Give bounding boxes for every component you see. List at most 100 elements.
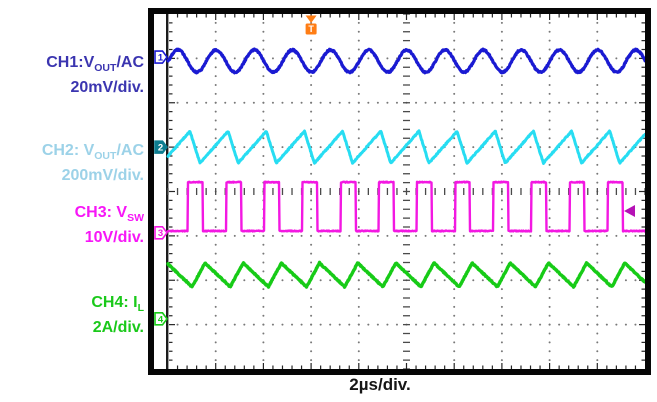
grid-dot xyxy=(329,279,332,282)
grid-dot xyxy=(271,323,274,326)
grid-dot xyxy=(195,101,198,104)
grid-dot xyxy=(510,234,513,237)
ch2-trace xyxy=(166,129,645,165)
grid-dot xyxy=(386,57,389,60)
grid-dot xyxy=(500,119,503,122)
grid-dot xyxy=(462,57,465,60)
grid-dot xyxy=(548,137,551,140)
grid-dot xyxy=(567,234,570,237)
grid-dot xyxy=(434,279,437,282)
grid-dot xyxy=(548,243,551,246)
grid-dot xyxy=(453,155,456,157)
grid-dot xyxy=(596,128,599,131)
ch4-trace xyxy=(166,260,645,289)
grid-dot xyxy=(338,234,341,237)
grid-dot xyxy=(291,323,294,326)
oscilloscope-display: 1 2 3 4 T xyxy=(148,8,651,375)
grid-dot xyxy=(214,279,217,282)
grid-dot xyxy=(176,234,179,237)
grid-dot xyxy=(310,137,313,140)
grid-dot xyxy=(329,101,332,104)
grid-dot xyxy=(214,75,217,78)
grid-dot xyxy=(415,101,418,104)
grid-dot xyxy=(262,75,265,78)
grid-dot xyxy=(548,199,551,202)
grid-dot xyxy=(424,234,427,237)
grid-dot xyxy=(271,101,274,104)
grid-dot xyxy=(634,57,637,60)
grid-dot xyxy=(529,234,532,237)
grid-dot xyxy=(453,101,456,104)
grid-dot xyxy=(548,341,551,344)
grid-dot xyxy=(500,92,503,95)
grid-dot xyxy=(338,323,341,326)
grid-dot xyxy=(262,163,265,166)
grid-dot xyxy=(357,341,360,344)
grid-dot xyxy=(281,146,284,149)
grid-dot xyxy=(224,146,227,149)
grid-dot xyxy=(310,332,313,335)
grid-dot xyxy=(500,323,503,326)
grid-dot xyxy=(357,288,360,291)
grid-dot xyxy=(386,323,389,326)
grid-dot xyxy=(596,92,599,95)
grid-dot xyxy=(424,101,427,104)
grid-dot xyxy=(233,101,236,104)
grid-dot xyxy=(252,279,255,282)
grid-dot xyxy=(586,101,589,104)
grid-dot xyxy=(453,323,456,326)
grid-dot xyxy=(357,163,360,166)
grid-dot xyxy=(624,279,627,282)
grid-dot xyxy=(357,234,360,237)
grid-dot xyxy=(529,101,532,104)
grid-dot xyxy=(624,234,627,237)
grid-dot xyxy=(262,243,265,246)
ch4-scale-label: 2A/div. xyxy=(92,319,144,336)
grid-dot xyxy=(205,101,208,104)
grid-dot xyxy=(548,92,551,95)
grid-dot xyxy=(329,234,332,237)
grid-dot xyxy=(500,234,503,237)
grid-dot xyxy=(424,57,427,60)
grid-dot xyxy=(262,30,265,33)
channel-label-panel: CH1:VOUT/AC 20mV/div. CH2: VOUT/AC 200mV… xyxy=(0,0,146,402)
grid-dot xyxy=(233,57,236,60)
grid-dot xyxy=(481,234,484,237)
grid-dot xyxy=(262,323,265,326)
grid-dot xyxy=(443,234,446,237)
grid-dot xyxy=(548,163,551,166)
grid-dot xyxy=(214,341,217,344)
grid-dot xyxy=(357,217,360,220)
grid-dot xyxy=(548,110,551,113)
grid-dot xyxy=(548,217,551,220)
grid-dot xyxy=(500,208,503,211)
grid-dot xyxy=(453,341,456,344)
grid-dot xyxy=(271,57,274,60)
grid-dot xyxy=(500,332,503,335)
grid-dot xyxy=(205,146,208,149)
grid-dot xyxy=(357,128,360,131)
grid-dot xyxy=(376,146,379,149)
grid-dot xyxy=(310,234,313,237)
ch2-name-label: CH2: VOUT/AC xyxy=(41,142,144,163)
grid-dot xyxy=(615,234,618,237)
grid-dot xyxy=(443,323,446,326)
trigger-level-arrow-icon xyxy=(624,205,635,218)
ch3-name-label: CH3: VSW xyxy=(74,204,144,225)
grid-dot xyxy=(453,163,456,166)
ch3-label: CH3: VSW 10V/div. xyxy=(75,200,144,250)
grid-dot xyxy=(596,66,599,69)
grid-dot xyxy=(329,57,332,60)
trigger-position-icon xyxy=(305,15,317,23)
grid-dot xyxy=(596,57,599,60)
grid-dot xyxy=(262,270,265,273)
grid-dot xyxy=(596,172,599,175)
grid-dot xyxy=(596,21,599,24)
grid-dot xyxy=(214,305,217,308)
grid-dot xyxy=(186,234,189,237)
trigger-symbol: T xyxy=(308,24,314,34)
grid-dot xyxy=(453,137,456,140)
grid-dot xyxy=(548,146,551,149)
grid-dot xyxy=(262,21,265,24)
ch2-label: CH2: VOUT/AC 200mV/div. xyxy=(42,138,144,188)
